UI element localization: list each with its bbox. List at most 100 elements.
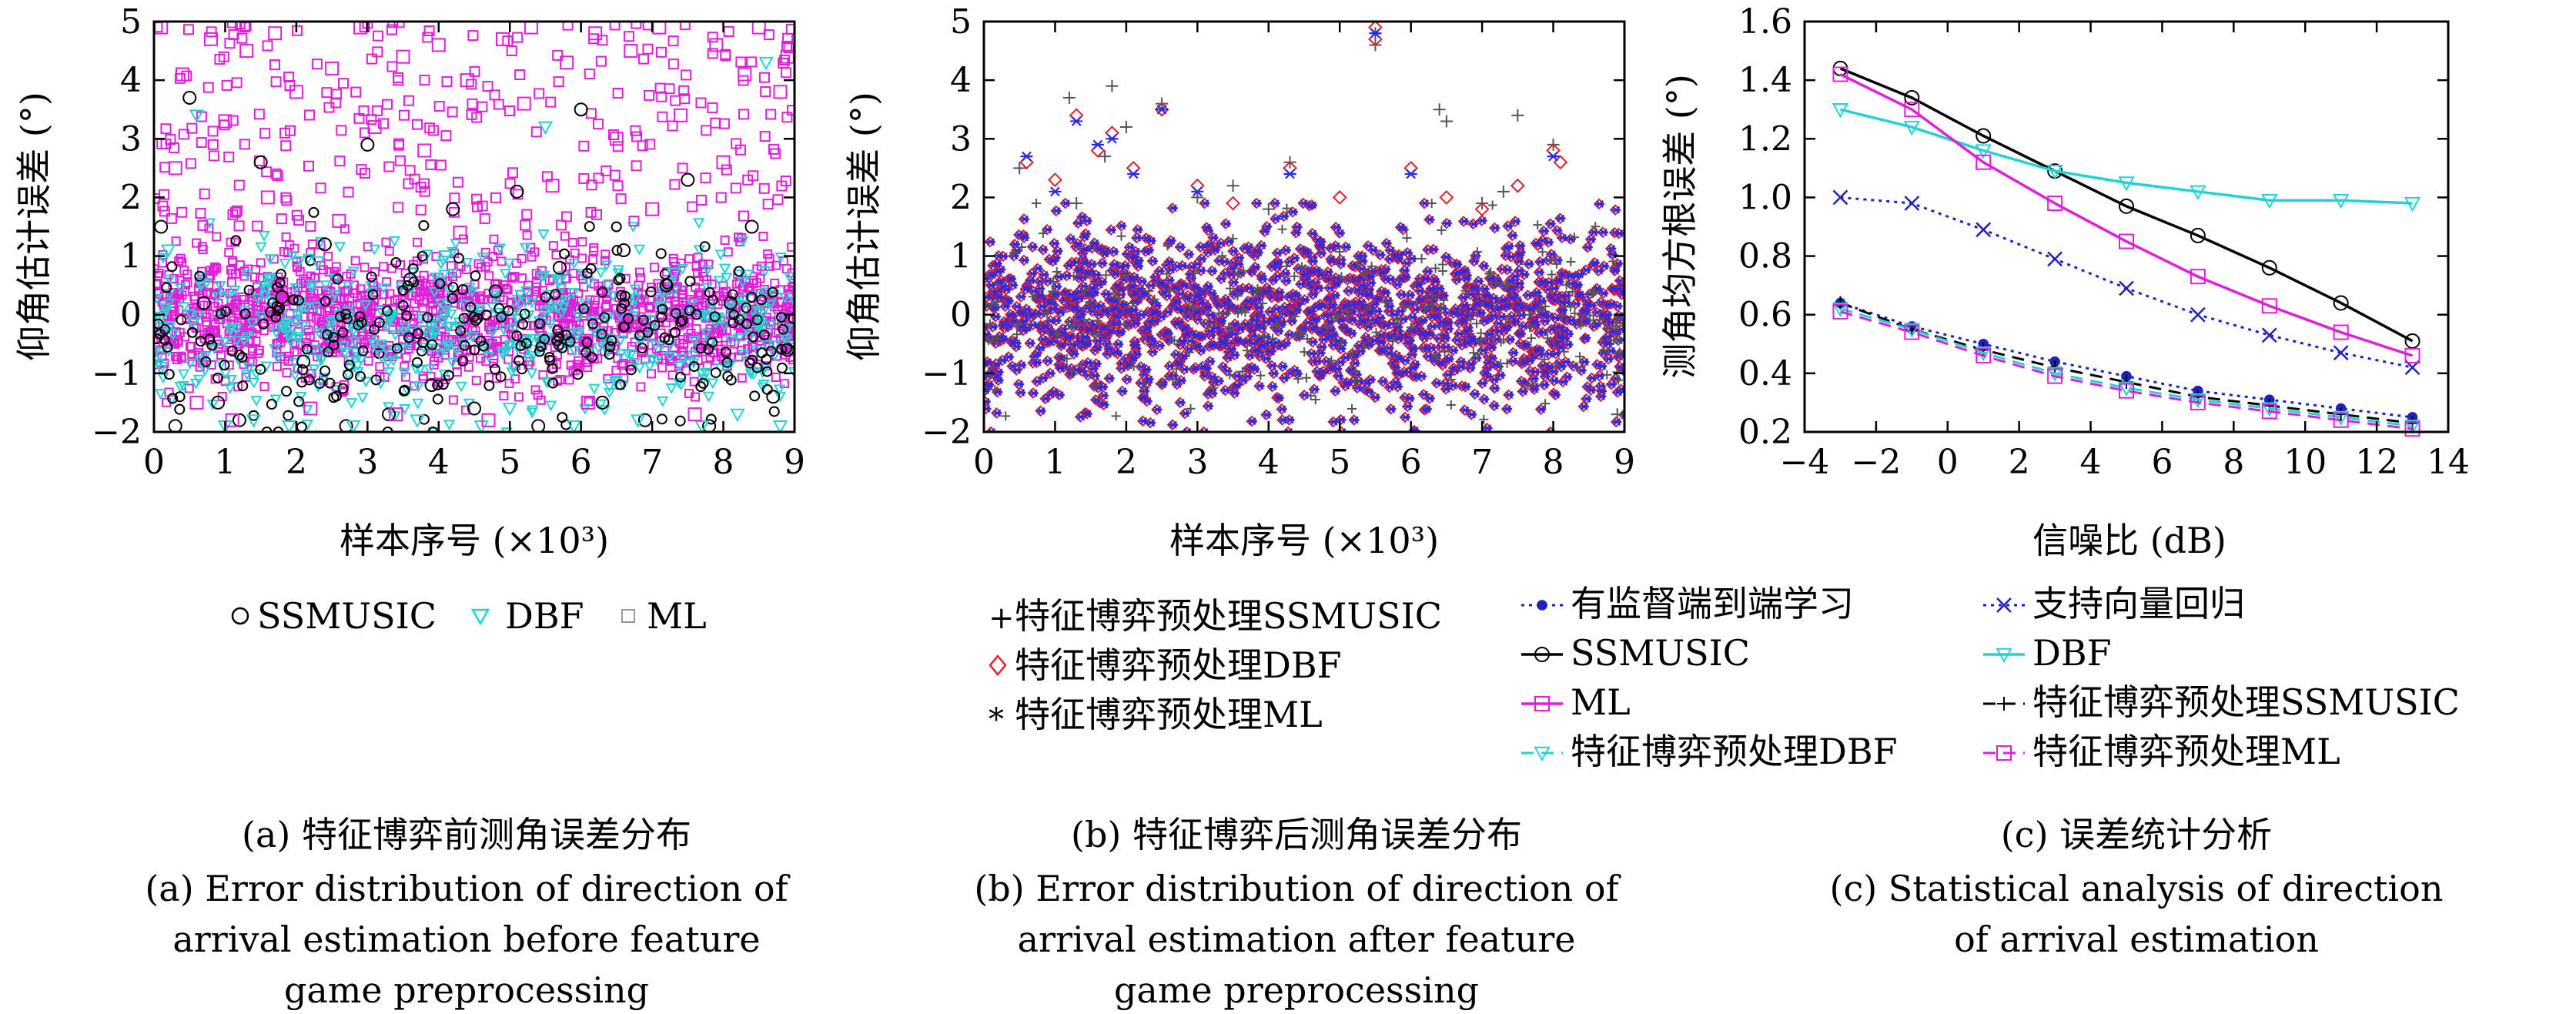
fg-ml-cloud-point [1423, 267, 1434, 276]
ml-cloud-point [531, 292, 541, 302]
ml-cloud-point [718, 296, 728, 306]
x-tick-label: 1 [214, 443, 236, 482]
data-point [595, 395, 610, 410]
ssmusic-cloud-point [511, 330, 523, 342]
ml-outlier-cloud [746, 56, 758, 68]
ml-outlier-cloud [279, 127, 291, 139]
ml-cloud-point [390, 296, 400, 306]
ssmusic-cloud-point [710, 367, 721, 379]
fg-ml-cloud-point [1118, 387, 1128, 396]
ml-cloud-point [463, 362, 473, 372]
ssmusic-cloud-point [788, 313, 795, 324]
ssmusic-cloud-point [517, 319, 529, 330]
fg-ml-cloud-point [1192, 331, 1202, 340]
dbf-cloud-point [724, 335, 737, 346]
ml-cloud-point [530, 247, 540, 257]
fg-ml-cloud-point [1459, 293, 1469, 302]
ml-outlier-cloud [595, 55, 607, 67]
dbf-cloud-point [418, 325, 431, 336]
panel-b-error-cloud [984, 197, 1624, 432]
ml-cloud-point [583, 363, 593, 373]
ml-outlier-cloud [350, 86, 362, 98]
dbf-cloud-point [592, 343, 604, 354]
ml-cloud-point [184, 383, 194, 393]
dbf-cloud-point [761, 340, 773, 351]
ml-outlier-cloud [233, 220, 245, 232]
dbf-cloud-point [291, 310, 303, 321]
fg-ml-cloud-point [1156, 279, 1166, 287]
ml-cloud-point [691, 324, 701, 334]
ssmusic-cloud-point [357, 345, 369, 356]
dbf-cloud-point [490, 293, 503, 305]
dbf-cloud-point [289, 318, 302, 330]
ssmusic-cloud-point [584, 221, 595, 233]
ssmusic-cloud-point [746, 291, 758, 303]
dbf-cloud-point [163, 274, 176, 286]
ssmusic-cloud-point [560, 330, 572, 341]
dbf-cloud-point [178, 302, 190, 313]
ssmusic-cloud-point [399, 384, 410, 396]
dbf-cloud-point [527, 405, 539, 417]
ssmusic-cloud-point [674, 415, 686, 427]
ml-cloud-point [618, 329, 628, 339]
fg-ml-cloud-point [1281, 269, 1291, 278]
fg-ml-cloud-point [1604, 301, 1614, 310]
fg-ml-cloud-point [1186, 336, 1196, 345]
y-tick-label: 2 [120, 178, 142, 217]
ml-outlier-cloud [700, 172, 711, 184]
fg-ml-cloud-point [1180, 410, 1190, 417]
dbf-cloud-point [633, 363, 646, 374]
ml-cloud-point [311, 313, 321, 323]
fg-ml-cloud-point [1564, 340, 1574, 349]
ml-outlier-cloud [386, 61, 398, 72]
fg-ml-cloud-point [1612, 418, 1622, 426]
data-point [687, 407, 702, 422]
data-point [168, 419, 182, 432]
ml-cloud-point [427, 346, 437, 356]
dbf-cloud-point [159, 303, 171, 314]
ml-outlier-cloud [197, 219, 209, 231]
dbf-cloud-point [447, 269, 460, 280]
ml-cloud-point [678, 304, 688, 314]
ssmusic-cloud-point [437, 379, 449, 390]
data-point [182, 90, 197, 105]
fg-ml-cloud-point [1025, 339, 1035, 347]
fg-ml-cloud-point [1329, 341, 1339, 350]
fg-ml-cloud-point [1363, 242, 1373, 250]
fg-ml-cloud-point [1039, 246, 1049, 254]
ml-outlier-cloud [612, 141, 624, 152]
ssmusic-cloud-point [709, 311, 721, 323]
ml-outlier-cloud [334, 156, 346, 167]
dbf-cloud-point [704, 338, 718, 350]
legend-marker-ml [621, 609, 635, 623]
ssmusic-cloud-point [328, 332, 340, 343]
fg-ml-cloud-point [1207, 289, 1217, 297]
dbf-cloud-point [445, 309, 457, 320]
fg-ml-cloud-point [1466, 305, 1476, 313]
ml-outlier-cloud [269, 59, 280, 71]
ssmusic-cloud-point [496, 311, 507, 323]
ssmusic-cloud-point [722, 370, 734, 382]
ml-outlier-cloud [723, 25, 734, 37]
ml-outlier-cloud [240, 22, 252, 32]
dbf-cloud-point [258, 230, 270, 242]
fg-ml-cloud-point [1137, 277, 1147, 286]
dbf-cloud-point [683, 306, 695, 318]
fg-ml-cloud-point [1157, 313, 1167, 321]
legend-marker-ssmusic [231, 607, 249, 625]
ssmusic-cloud-point [243, 284, 255, 296]
dbf-cloud-point [342, 306, 355, 317]
dbf-cloud-point [342, 281, 355, 293]
ml-outlier-cloud [664, 83, 675, 95]
ssmusic-cloud-point [514, 355, 525, 366]
fg-ml-cloud-point [1582, 395, 1592, 403]
ml-cloud-point [256, 273, 266, 283]
fg-ml-cloud-point [1508, 231, 1518, 239]
fg-ml-cloud-point [1350, 416, 1360, 424]
ml-outlier-cloud [630, 125, 641, 136]
ml-cloud-point [307, 239, 317, 249]
ml-cloud-point [273, 273, 283, 283]
data-point [702, 419, 717, 432]
ssmusic-cloud-point [200, 356, 212, 367]
fg-ml-cloud-point [985, 380, 995, 389]
